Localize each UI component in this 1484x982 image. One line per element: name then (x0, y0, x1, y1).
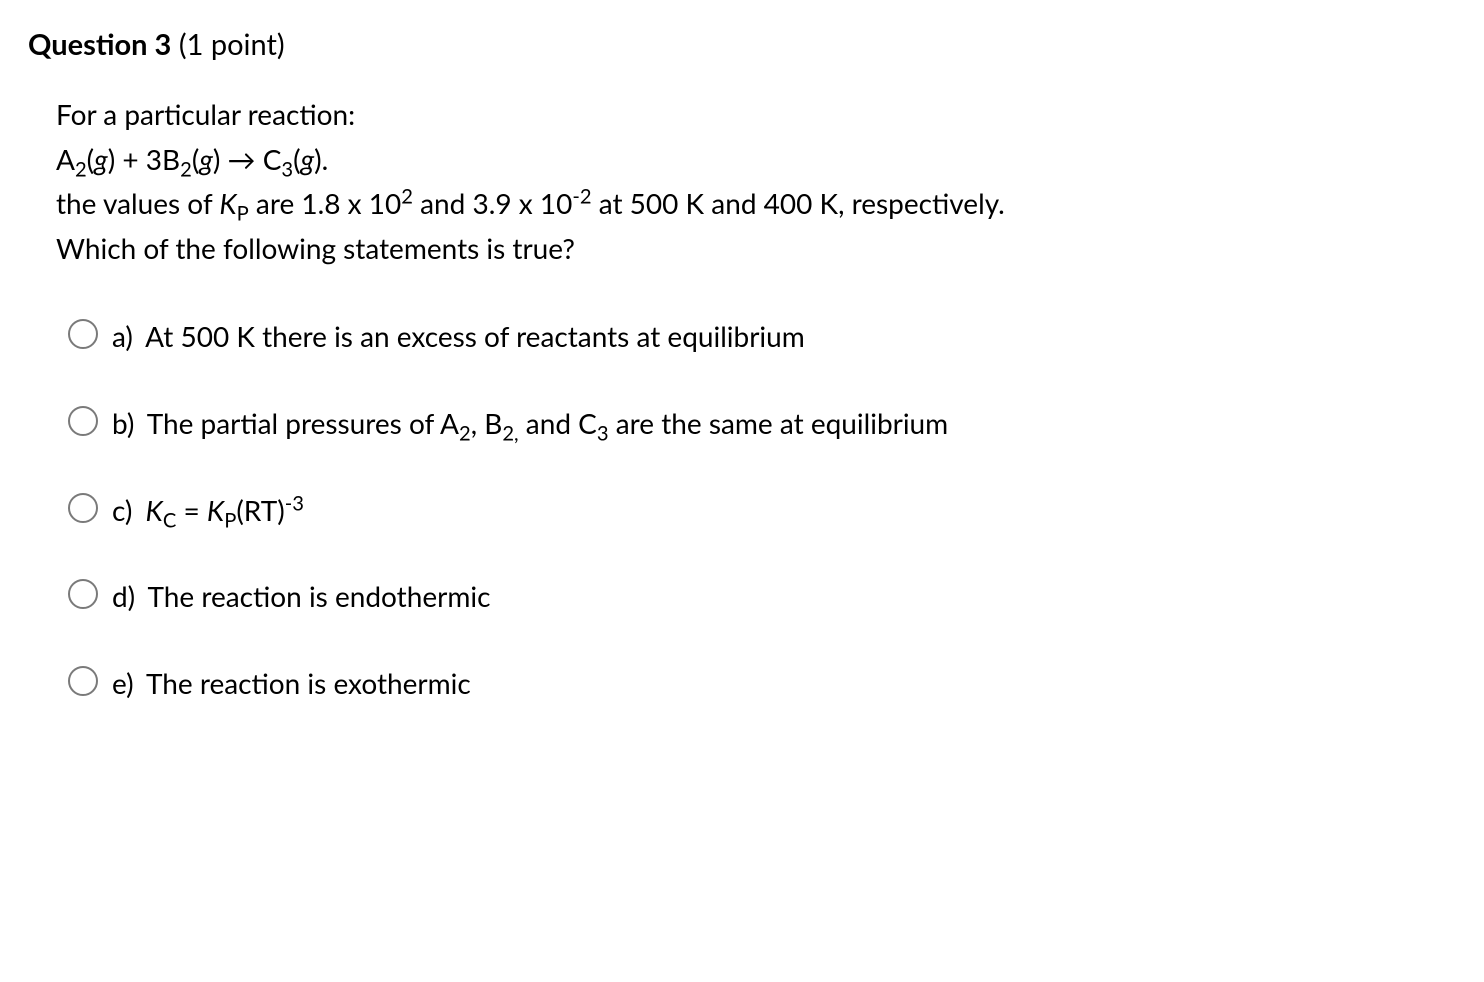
option-label: c) (112, 493, 132, 527)
c-k2: K (207, 493, 224, 527)
radio-icon[interactable] (68, 493, 98, 523)
reaction-arrow: → C (220, 142, 281, 176)
l3-b: are 1.8 x 10 (249, 186, 402, 220)
option-label: a) (112, 319, 133, 353)
reaction-a-sub: 2 (75, 157, 87, 181)
option-body: e) The reaction is exothermic (112, 663, 471, 704)
l3-kp-k: K (219, 186, 236, 220)
l3-exp1: 2 (401, 185, 413, 209)
c-rt: (RT) (236, 493, 284, 527)
option-d[interactable]: d) The reaction is endothermic (68, 576, 1456, 617)
reaction-plus: + 3B (115, 142, 180, 176)
option-body: a) At 500 K there is an excess of reacta… (112, 316, 805, 357)
option-text: The reaction is endothermic (147, 579, 490, 613)
question-header: Question 3 (1 point) (28, 24, 1456, 66)
option-label: e) (112, 666, 134, 700)
question-stem: For a particular reaction: A2(g) + 3B2(g… (56, 94, 1456, 268)
reaction-b-sub: 2 (180, 157, 192, 181)
b-s2: 2, (502, 422, 518, 446)
l3-a: the values of (56, 186, 219, 220)
c-s2: P (224, 508, 236, 532)
option-text: The partial pressures of A2, B2, and C3 … (147, 406, 949, 440)
l3-c: and 3.9 x 10 (413, 186, 572, 220)
question-number: Question 3 (28, 27, 171, 62)
stem-line-4: Which of the following statements is tru… (56, 228, 1456, 269)
question-points: (1 point) (179, 27, 285, 62)
c-exp: -3 (285, 491, 304, 515)
l3-d: at 500 K and 400 K, respectively. (592, 186, 1005, 220)
reaction-c-state: g (301, 142, 315, 176)
option-e[interactable]: e) The reaction is exothermic (68, 663, 1456, 704)
b-t2: , B (471, 406, 503, 440)
c-s1: C (163, 508, 176, 532)
reaction-a: A (56, 142, 75, 176)
option-a[interactable]: a) At 500 K there is an excess of reacta… (68, 316, 1456, 357)
c-k1: K (146, 493, 163, 527)
c-eq: = (176, 493, 207, 527)
l3-exp2: -2 (572, 185, 591, 209)
radio-icon[interactable] (68, 319, 98, 349)
stem-line-1: For a particular reaction: (56, 94, 1456, 135)
reaction-c-sub: 3 (281, 157, 293, 181)
option-label: d) (112, 579, 135, 613)
reaction-b-state: g (199, 142, 213, 176)
option-text: At 500 K there is an excess of reactants… (145, 319, 805, 353)
option-label: b) (112, 406, 134, 440)
option-b[interactable]: b) The partial pressures of A2, B2, and … (68, 403, 1456, 444)
option-text: The reaction is exothermic (146, 666, 471, 700)
b-s3: 3 (597, 422, 609, 446)
options-list: a) At 500 K there is an excess of reacta… (68, 316, 1456, 703)
l3-kp-sub: P (237, 202, 249, 226)
radio-icon[interactable] (68, 406, 98, 436)
b-t3: and C (519, 406, 597, 440)
option-c[interactable]: c) KC = KP(RT)-3 (68, 490, 1456, 531)
option-body: c) KC = KP(RT)-3 (112, 490, 304, 531)
b-t4: are the same at equilibrium (609, 406, 949, 440)
radio-icon[interactable] (68, 579, 98, 609)
option-body: b) The partial pressures of A2, B2, and … (112, 403, 948, 444)
b-t1: The partial pressures of A (147, 406, 459, 440)
option-body: d) The reaction is endothermic (112, 576, 490, 617)
option-text: KC = KP(RT)-3 (146, 493, 304, 527)
stem-reaction: A2(g) + 3B2(g) → C3(g). (56, 139, 1456, 180)
reaction-end: . (322, 142, 329, 176)
stem-line-3: the values of KP are 1.8 x 102 and 3.9 x… (56, 183, 1456, 224)
b-s1: 2 (459, 422, 471, 446)
radio-icon[interactable] (68, 666, 98, 696)
reaction-a-state: g (94, 142, 108, 176)
